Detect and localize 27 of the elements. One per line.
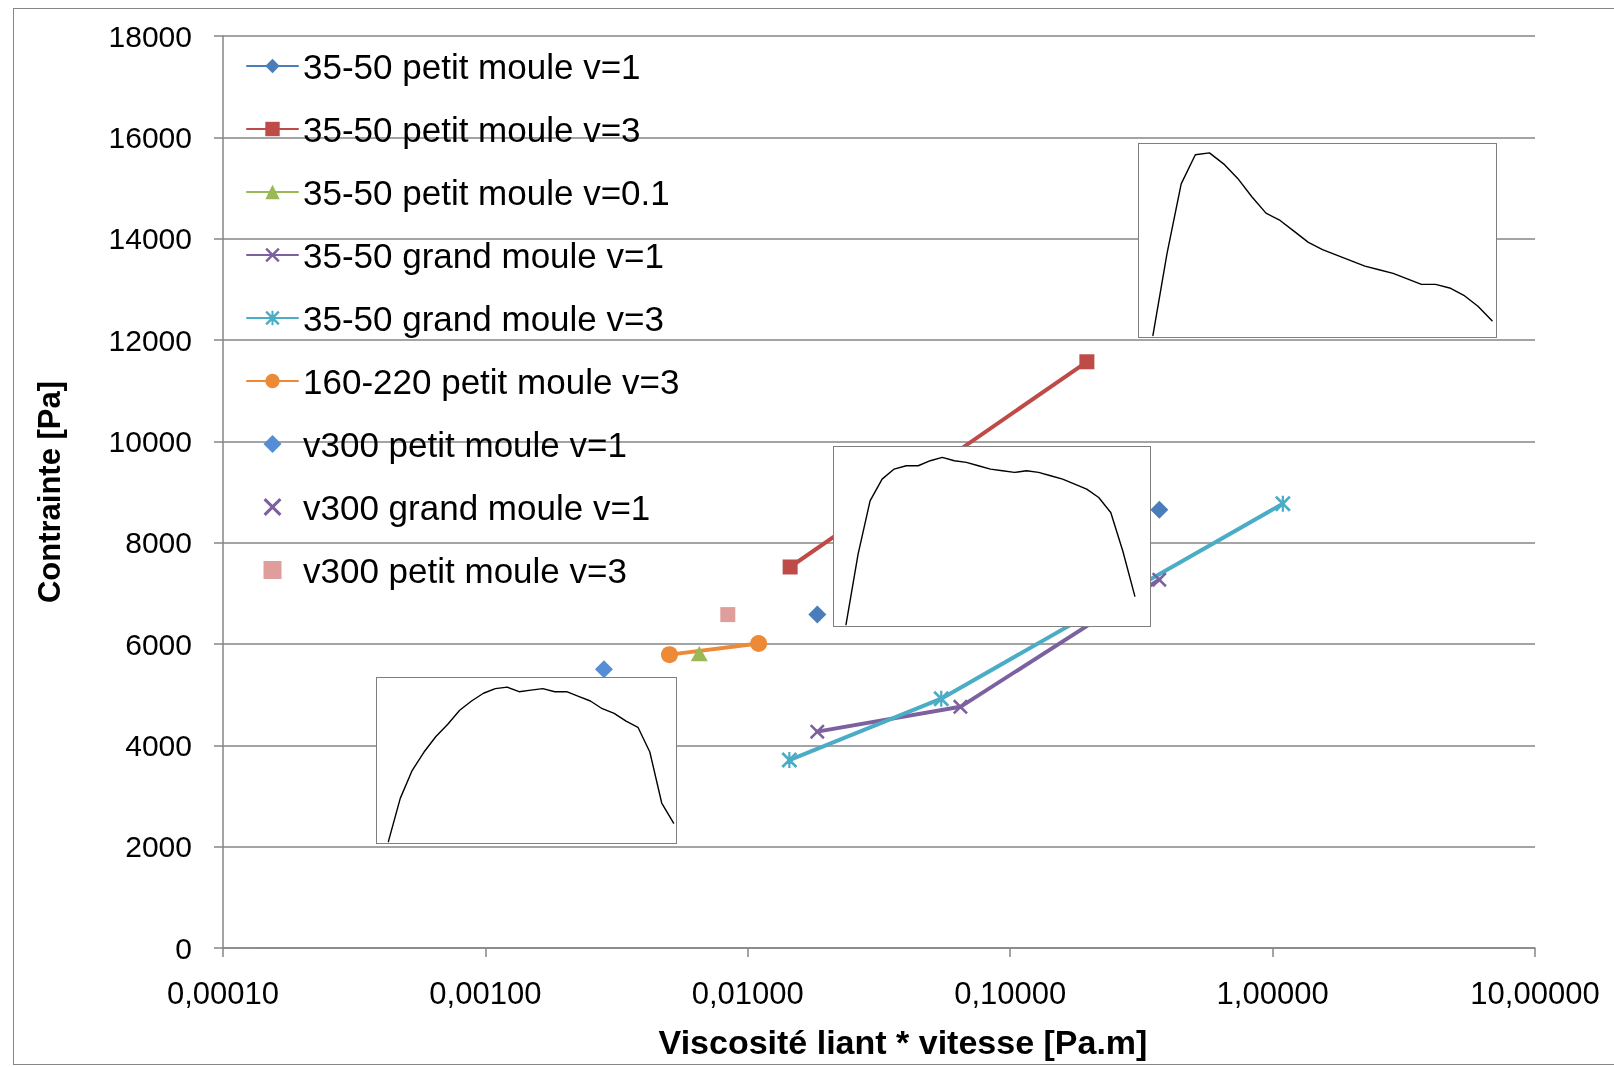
y-tick-label: 14000 [108,222,192,256]
y-tick-label: 10000 [108,424,192,458]
x-axis-title: Viscosité liant * vitesse [Pa.m] [658,1023,1148,1061]
y-tick-label: 0 [175,931,192,965]
legend-label: v300 petit moule v=3 [303,550,627,590]
x-tick-label: 0,10000 [954,976,1067,1011]
y-tick-label: 6000 [125,627,192,661]
x-tick-label: 1,00000 [1216,976,1329,1011]
y-tick-label: 8000 [125,526,192,560]
x-tick-label: 0,01000 [691,976,804,1011]
legend-label: v300 grand moule v=1 [303,487,651,527]
y-tick-label: 18000 [108,19,192,53]
legend-label: 35-50 petit moule v=3 [303,109,641,149]
legend-label: 160-220 petit moule v=3 [303,361,680,401]
x-tick-label: 0,00100 [429,976,542,1011]
legend-label: 35-50 petit moule v=0.1 [303,172,670,212]
y-tick-label: 4000 [125,728,192,762]
x-tick-label: 10,00000 [1470,976,1600,1011]
legend-label: 35-50 grand moule v=3 [303,298,664,338]
x-tick-label: 0,00010 [166,976,280,1011]
y-tick-label: 16000 [108,120,192,154]
legend-label: v300 petit moule v=1 [303,424,627,464]
y-axis-title: Contrainte [Pa] [32,380,67,604]
legend-label: 35-50 petit moule v=1 [303,46,641,86]
y-tick-label: 2000 [125,830,192,864]
y-tick-label: 12000 [108,323,192,357]
legend-label: 35-50 grand moule v=1 [303,235,664,275]
